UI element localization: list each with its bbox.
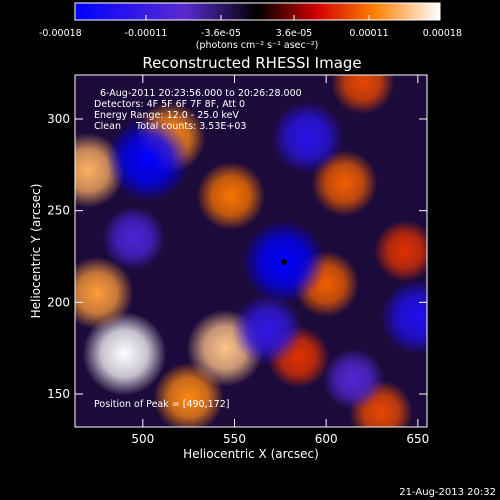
heatmap-feature (196, 161, 266, 231)
colorbar-tick-label: 3.6e-05 (276, 28, 312, 39)
x-axis-label: Heliocentric X (arcsec) (183, 447, 319, 461)
colorbar-unit-label: (photons cm⁻² s⁻¹ asec⁻²) (196, 40, 319, 51)
annotation-clean-counts: Clean Total counts: 3.53E+03 (94, 121, 246, 132)
heatmap-feature (232, 294, 303, 366)
plot-frame (74, 74, 428, 428)
chart-title: Reconstructed RHESSI Image (142, 54, 361, 72)
annotations: 6-Aug-2011 20:23:56.000 to 20:26:28.000 … (94, 88, 302, 410)
y-tick-label: 250 (47, 204, 70, 218)
heatmap-feature (101, 206, 166, 271)
annotation-peak-position: Position of Peak = [490,172] (94, 399, 229, 410)
annotation-energy-range: Energy Range: 12.0 - 25.0 keV (94, 110, 239, 121)
axis-ticks: 500 550 600 650 150 200 250 300 (47, 75, 429, 446)
heatmap-feature (271, 100, 345, 174)
x-tick-label: 550 (223, 432, 246, 446)
colorbar-tick-label: -0.00018 (39, 28, 82, 39)
heatmap-feature (106, 117, 191, 202)
annotation-time-range: 6-Aug-2011 20:23:56.000 to 20:26:28.000 (100, 88, 302, 99)
y-axis-label: Heliocentric Y (arcsec) (29, 184, 43, 319)
colorbar-tick-label: -3.6e-05 (201, 28, 241, 39)
footer-timestamp: 21-Aug-2013 20:32 (399, 487, 496, 498)
heatmap-feature (330, 75, 395, 115)
colorbar-ticks: -0.00018 -0.00011 -3.6e-05 3.6e-05 0.00011 0.… (39, 15, 462, 39)
x-tick-label: 650 (406, 432, 429, 446)
marker-dot (281, 259, 287, 265)
annotation-detectors: Detectors: 4F 5F 6F 7F 8F, Att 0 (94, 99, 245, 110)
heatmap-image (75, 75, 427, 427)
colorbar-tick-label: 0.00011 (349, 28, 388, 39)
colorbar: -0.00018 -0.00011 -3.6e-05 3.6e-05 0.00011 0.… (39, 2, 462, 51)
heatmap-feature (374, 220, 427, 282)
heatmap-feature (380, 279, 427, 355)
colorbar-tick-label: 0.00018 (423, 28, 462, 39)
y-tick-label: 150 (47, 387, 70, 401)
heatmap-feature (82, 311, 167, 396)
x-tick-label: 500 (131, 432, 154, 446)
heatmap-feature (75, 256, 134, 330)
y-tick-label: 300 (47, 112, 70, 126)
heatmap-feature (322, 348, 385, 411)
colorbar-gradient (74, 2, 441, 21)
x-tick-label: 600 (315, 432, 338, 446)
colorbar-tick-label: -0.00011 (125, 28, 168, 39)
y-tick-label: 200 (47, 295, 70, 309)
plot-area: 500 550 600 650 150 200 250 300 (47, 74, 429, 446)
